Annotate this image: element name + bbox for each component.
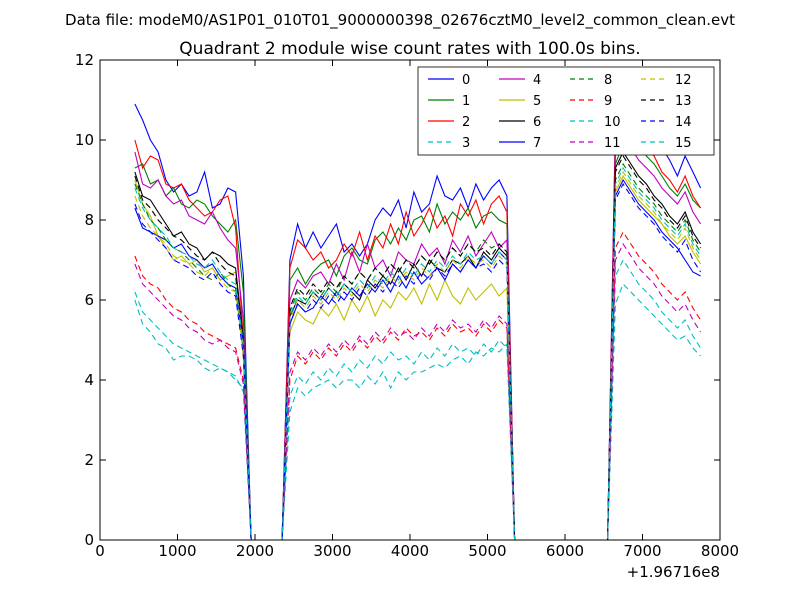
x-tick-label: 7000 bbox=[623, 542, 661, 560]
y-tick-label: 4 bbox=[84, 371, 94, 389]
y-tick-label: 12 bbox=[75, 51, 94, 69]
legend-label-12: 12 bbox=[675, 73, 692, 88]
legend-box bbox=[417, 66, 715, 156]
legend-label-6: 6 bbox=[533, 115, 541, 130]
legend-label-10: 10 bbox=[604, 115, 621, 130]
legend-label-2: 2 bbox=[462, 115, 470, 130]
series-line-15 bbox=[134, 166, 702, 540]
y-tick-label: 8 bbox=[84, 211, 94, 229]
x-tick-label: 4000 bbox=[391, 542, 429, 560]
legend-label-9: 9 bbox=[604, 94, 612, 109]
legend-label-4: 4 bbox=[533, 73, 541, 88]
y-tick-label: 6 bbox=[84, 291, 94, 309]
x-offset-label: +1.96716e8 bbox=[627, 563, 720, 581]
legend-label-0: 0 bbox=[462, 73, 470, 88]
legend-label-7: 7 bbox=[533, 136, 541, 151]
legend-label-15: 15 bbox=[675, 136, 692, 151]
legend-label-11: 11 bbox=[604, 136, 621, 151]
chart-title: Quadrant 2 module wise count rates with … bbox=[179, 39, 640, 59]
x-tick-label: 1000 bbox=[158, 542, 196, 560]
series-line-4 bbox=[134, 134, 702, 540]
legend-label-1: 1 bbox=[462, 94, 470, 109]
y-tick-label: 10 bbox=[75, 131, 94, 149]
series-line-12 bbox=[134, 170, 702, 540]
x-tick-label: 8000 bbox=[701, 542, 739, 560]
series-line-14 bbox=[134, 182, 702, 540]
legend-label-3: 3 bbox=[462, 136, 470, 151]
series-line-11 bbox=[134, 242, 702, 540]
axis-ticks: 0 1000 2000 3000 4000 5000 6000 7000 80000246810… bbox=[75, 51, 739, 560]
series-line-0 bbox=[134, 97, 702, 540]
series-line-1 bbox=[134, 143, 701, 540]
legend-label-5: 5 bbox=[533, 94, 541, 109]
x-tick-label: 0 bbox=[95, 542, 105, 560]
x-tick-label: 6000 bbox=[546, 542, 584, 560]
series-line-5 bbox=[134, 174, 702, 540]
x-tick-label: 2000 bbox=[236, 542, 274, 560]
legend-label-13: 13 bbox=[675, 94, 692, 109]
x-tick-label: 5000 bbox=[468, 542, 506, 560]
series-layer bbox=[134, 97, 702, 540]
legend-label-8: 8 bbox=[604, 73, 612, 88]
y-tick-label: 0 bbox=[84, 531, 94, 549]
x-tick-label: 3000 bbox=[313, 542, 351, 560]
figure-suptitle: Data file: modeM0/AS1P01_010T01_90000003… bbox=[65, 11, 735, 30]
y-tick-label: 2 bbox=[84, 451, 94, 469]
series-line-13 bbox=[134, 154, 702, 540]
series-line-2 bbox=[134, 105, 702, 540]
legend-label-14: 14 bbox=[675, 115, 692, 130]
